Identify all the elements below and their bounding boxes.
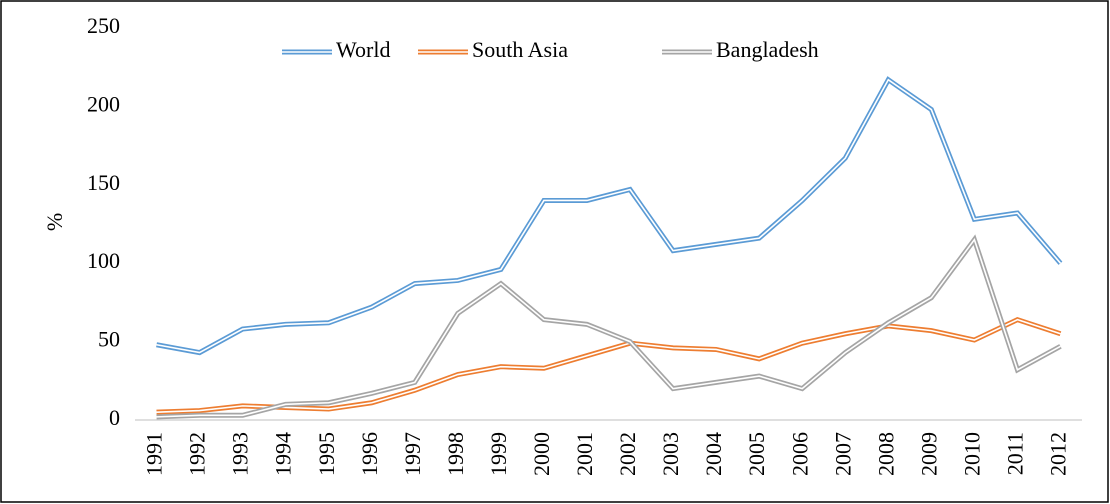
x-tick-label: 2003 xyxy=(658,432,683,476)
x-tick-label: 2002 xyxy=(615,432,640,476)
x-tick-label: 1994 xyxy=(271,432,296,476)
y-tick-label: 250 xyxy=(87,13,120,38)
x-tick-label: 1996 xyxy=(357,432,382,476)
series-line-inner xyxy=(156,237,1061,418)
legend-label: South Asia xyxy=(472,37,568,62)
x-tick-label: 2007 xyxy=(830,432,855,476)
series-line-inner xyxy=(156,78,1062,354)
series-line xyxy=(156,76,1063,356)
y-tick-label: 200 xyxy=(87,91,120,116)
x-tick-label: 1991 xyxy=(142,432,167,476)
x-tick-label: 2000 xyxy=(529,432,554,476)
x-tick-label: 2010 xyxy=(959,432,984,476)
series-line-inner xyxy=(156,318,1061,413)
x-tick-label: 2009 xyxy=(916,432,941,476)
x-tick-label: 2011 xyxy=(1002,432,1027,475)
y-axis-label: % xyxy=(42,213,67,231)
y-tick-label: 100 xyxy=(87,248,120,273)
x-tick-label: 1998 xyxy=(443,432,468,476)
x-tick-label: 2001 xyxy=(572,432,597,476)
x-tick-label: 1999 xyxy=(486,432,511,476)
x-tick-label: 1992 xyxy=(185,432,210,476)
x-tick-label: 1993 xyxy=(228,432,253,476)
x-tick-label: 2008 xyxy=(873,432,898,476)
y-tick-label: 50 xyxy=(98,327,120,352)
x-tick-label: 2005 xyxy=(744,432,769,476)
y-tick-label: 0 xyxy=(109,405,120,430)
x-tick-label: 1997 xyxy=(400,432,425,476)
x-tick-label: 2004 xyxy=(701,432,726,476)
legend-label: World xyxy=(336,37,390,62)
legend-label: Bangladesh xyxy=(716,37,819,62)
x-tick-label: 2006 xyxy=(787,432,812,476)
y-tick-label: 150 xyxy=(87,170,120,195)
x-tick-label: 2012 xyxy=(1046,432,1071,476)
x-tick-label: 1995 xyxy=(314,432,339,476)
